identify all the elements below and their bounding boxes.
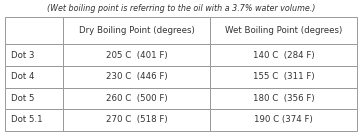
Text: Dot 5.1: Dot 5.1 — [11, 115, 42, 124]
Text: 190 C (374 F): 190 C (374 F) — [254, 115, 313, 124]
Text: Dot 4: Dot 4 — [11, 72, 34, 81]
Text: 180 C  (356 F): 180 C (356 F) — [253, 94, 314, 103]
Text: Dot 5: Dot 5 — [11, 94, 34, 103]
Bar — [210, 17, 357, 44]
Bar — [5, 66, 63, 88]
Bar — [5, 109, 63, 131]
Text: 270 C  (518 F): 270 C (518 F) — [106, 115, 168, 124]
Bar — [63, 66, 210, 88]
Bar — [5, 17, 63, 44]
Bar — [63, 109, 210, 131]
Bar — [210, 66, 357, 88]
Bar — [210, 88, 357, 109]
Text: 230 C  (446 F): 230 C (446 F) — [106, 72, 168, 81]
Text: Dot 3: Dot 3 — [11, 51, 34, 60]
Bar — [5, 88, 63, 109]
Bar — [63, 44, 210, 66]
Bar — [63, 88, 210, 109]
Bar — [210, 44, 357, 66]
Text: Wet Boiling Point (degrees): Wet Boiling Point (degrees) — [225, 26, 342, 35]
Text: 260 C  (500 F): 260 C (500 F) — [106, 94, 168, 103]
Text: 140 C  (284 F): 140 C (284 F) — [253, 51, 314, 60]
Bar — [5, 44, 63, 66]
Text: 155 C  (311 F): 155 C (311 F) — [253, 72, 314, 81]
Bar — [63, 17, 210, 44]
Text: (Wet boiling point is referring to the oil with a 3.7% water volume.): (Wet boiling point is referring to the o… — [47, 4, 315, 13]
Text: 205 C  (401 F): 205 C (401 F) — [106, 51, 168, 60]
Bar — [210, 109, 357, 131]
Text: Dry Boiling Point (degrees): Dry Boiling Point (degrees) — [79, 26, 195, 35]
